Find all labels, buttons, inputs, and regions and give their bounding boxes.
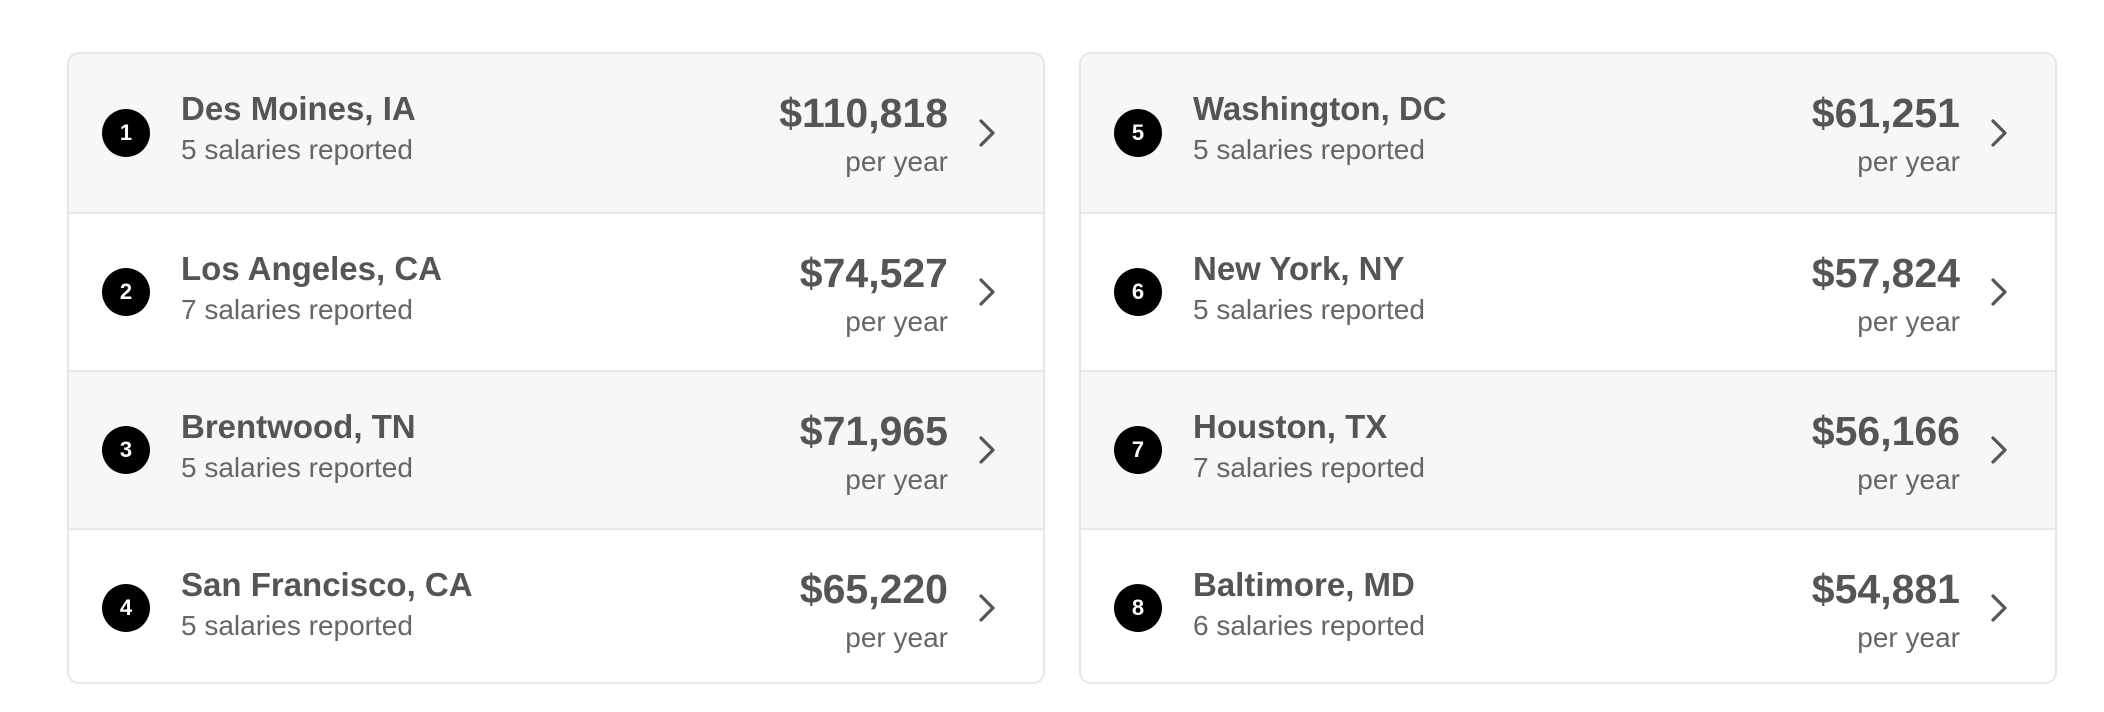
city-name: Washington, DC — [1193, 90, 1447, 127]
salary-amount: $54,881 — [1811, 566, 1960, 612]
salary-amount: $56,166 — [1811, 408, 1960, 454]
chevron-right-icon[interactable] — [977, 117, 997, 149]
chevron-right-icon[interactable] — [977, 592, 997, 624]
city-name: San Francisco, CA — [181, 566, 473, 603]
salary-period: per year — [845, 464, 948, 495]
rank-badge: 5 — [1114, 109, 1162, 157]
salary-count: 7 salaries reported — [181, 294, 413, 325]
rank-badge: 8 — [1114, 584, 1162, 632]
city-name: Brentwood, TN — [181, 408, 416, 445]
location-row[interactable]: 4 San Francisco, CA 5 salaries reported … — [69, 528, 1043, 682]
salary-count: 6 salaries reported — [1193, 610, 1425, 641]
salary-list-left: 1 Des Moines, IA 5 salaries reported $11… — [67, 52, 1045, 684]
location-row[interactable]: 7 Houston, TX 7 salaries reported $56,16… — [1081, 370, 2055, 528]
salary-period: per year — [845, 306, 948, 337]
salary-period: per year — [845, 146, 948, 177]
rank-badge: 4 — [102, 584, 150, 632]
location-row[interactable]: 1 Des Moines, IA 5 salaries reported $11… — [69, 54, 1043, 212]
chevron-right-icon[interactable] — [1989, 117, 2009, 149]
salary-amount: $61,251 — [1811, 90, 1960, 136]
chevron-right-icon[interactable] — [1989, 276, 2009, 308]
rank-badge: 2 — [102, 268, 150, 316]
salary-period: per year — [1857, 464, 1960, 495]
salary-count: 7 salaries reported — [1193, 452, 1425, 483]
salary-count: 5 salaries reported — [181, 452, 413, 483]
location-row[interactable]: 5 Washington, DC 5 salaries reported $61… — [1081, 54, 2055, 212]
salary-amount: $65,220 — [799, 566, 948, 612]
salary-amount: $110,818 — [779, 90, 948, 136]
salary-count: 5 salaries reported — [1193, 134, 1425, 165]
chevron-right-icon[interactable] — [1989, 434, 2009, 466]
rank-badge: 1 — [102, 109, 150, 157]
city-name: Baltimore, MD — [1193, 566, 1415, 603]
location-row[interactable]: 3 Brentwood, TN 5 salaries reported $71,… — [69, 370, 1043, 528]
rank-badge: 6 — [1114, 268, 1162, 316]
location-row[interactable]: 6 New York, NY 5 salaries reported $57,8… — [1081, 212, 2055, 370]
salary-count: 5 salaries reported — [1193, 294, 1425, 325]
salary-list-right: 5 Washington, DC 5 salaries reported $61… — [1079, 52, 2057, 684]
chevron-right-icon[interactable] — [1989, 592, 2009, 624]
rank-badge: 3 — [102, 426, 150, 474]
salary-amount: $57,824 — [1811, 250, 1960, 296]
city-name: Los Angeles, CA — [181, 250, 442, 287]
salary-amount: $74,527 — [799, 250, 948, 296]
chevron-right-icon[interactable] — [977, 434, 997, 466]
salary-period: per year — [1857, 306, 1960, 337]
chevron-right-icon[interactable] — [977, 276, 997, 308]
salary-period: per year — [845, 622, 948, 653]
city-name: New York, NY — [1193, 250, 1405, 287]
salary-count: 5 salaries reported — [181, 610, 413, 641]
rank-badge: 7 — [1114, 426, 1162, 474]
city-name: Houston, TX — [1193, 408, 1388, 445]
location-row[interactable]: 8 Baltimore, MD 6 salaries reported $54,… — [1081, 528, 2055, 682]
salary-period: per year — [1857, 146, 1960, 177]
salary-amount: $71,965 — [799, 408, 948, 454]
salary-count: 5 salaries reported — [181, 134, 413, 165]
salary-period: per year — [1857, 622, 1960, 653]
location-row[interactable]: 2 Los Angeles, CA 7 salaries reported $7… — [69, 212, 1043, 370]
city-name: Des Moines, IA — [181, 90, 416, 127]
